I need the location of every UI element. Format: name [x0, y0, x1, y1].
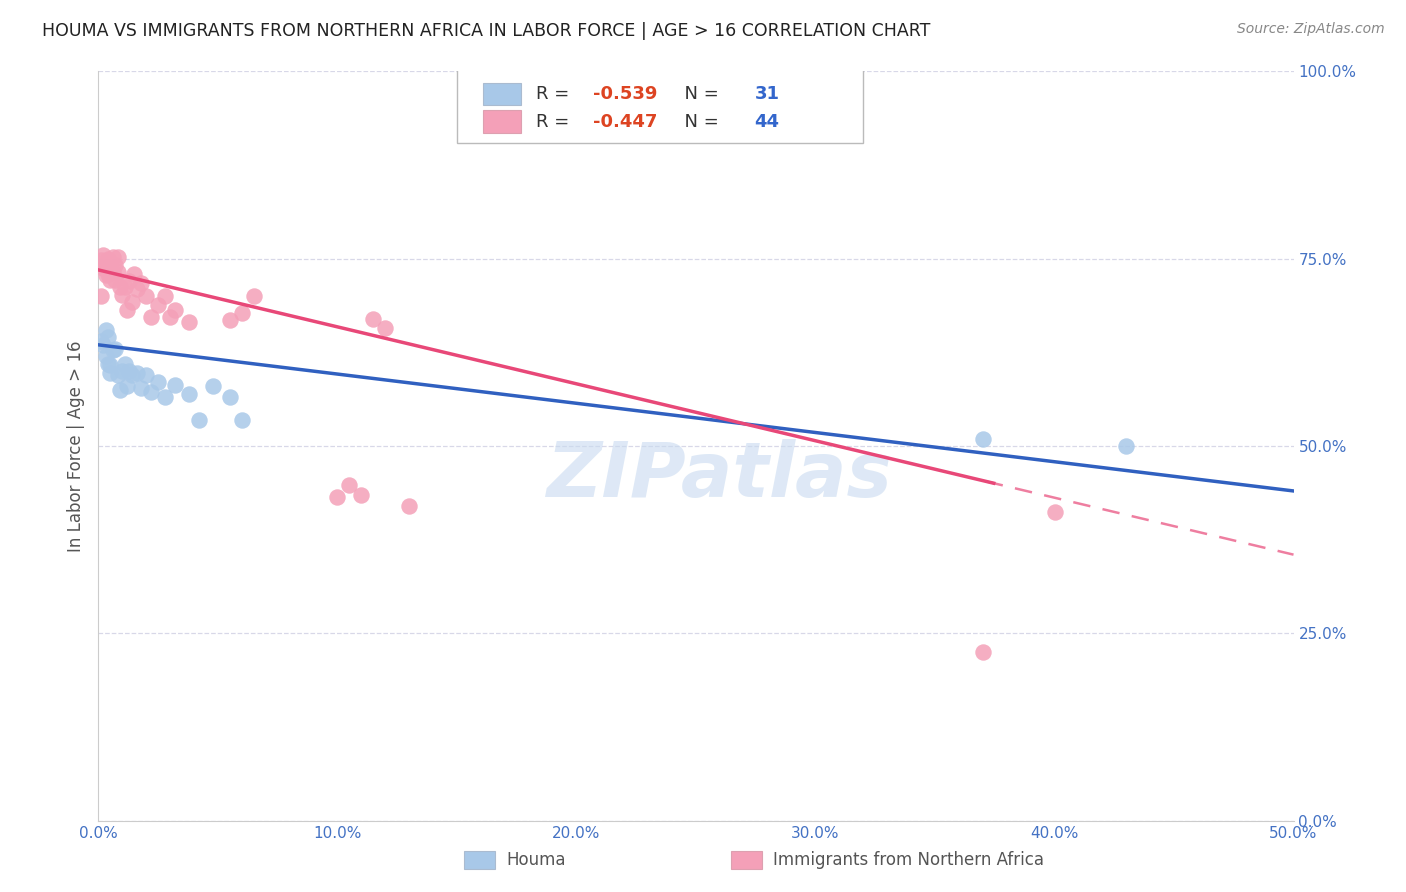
- Point: [115, 379, 138, 393]
- Point: [94, 258, 117, 272]
- Text: Source: ZipAtlas.com: Source: ZipAtlas.com: [1237, 22, 1385, 37]
- FancyBboxPatch shape: [484, 83, 522, 105]
- Point: [139, 310, 162, 325]
- Point: [148, 376, 170, 390]
- Point: [104, 258, 127, 272]
- Text: R =: R =: [536, 85, 575, 103]
- Point: [972, 432, 994, 446]
- Point: [97, 330, 120, 344]
- Point: [187, 413, 209, 427]
- Point: [118, 364, 141, 378]
- Text: ZIPatlas: ZIPatlas: [547, 439, 893, 513]
- Point: [363, 311, 385, 326]
- FancyBboxPatch shape: [464, 851, 495, 869]
- Point: [202, 379, 225, 393]
- Point: [179, 386, 201, 401]
- Point: [135, 289, 157, 303]
- Text: N =: N =: [673, 85, 724, 103]
- Point: [90, 253, 112, 268]
- Point: [98, 273, 122, 287]
- Point: [163, 377, 186, 392]
- Point: [114, 280, 136, 294]
- Point: [1115, 439, 1137, 453]
- Point: [107, 368, 129, 382]
- Point: [231, 305, 253, 319]
- Point: [97, 267, 120, 281]
- Point: [125, 366, 148, 380]
- Point: [231, 413, 253, 427]
- Point: [94, 349, 117, 363]
- Point: [374, 320, 396, 334]
- Point: [131, 380, 153, 394]
- Point: [148, 298, 170, 312]
- Point: [155, 289, 177, 303]
- Text: N =: N =: [673, 112, 724, 130]
- Point: [121, 368, 143, 382]
- Point: [219, 390, 242, 404]
- Point: [94, 259, 117, 273]
- Point: [118, 274, 141, 288]
- Point: [90, 334, 112, 348]
- Point: [124, 267, 146, 281]
- Text: Immigrants from Northern Africa: Immigrants from Northern Africa: [773, 851, 1045, 869]
- Point: [94, 268, 117, 282]
- Point: [101, 343, 124, 357]
- FancyBboxPatch shape: [457, 56, 863, 143]
- Point: [101, 265, 124, 279]
- Point: [339, 478, 361, 492]
- Point: [97, 357, 120, 371]
- Point: [111, 364, 134, 378]
- Point: [155, 390, 177, 404]
- Point: [98, 366, 122, 380]
- Text: 44: 44: [755, 112, 779, 130]
- Point: [107, 265, 129, 279]
- Point: [114, 357, 136, 371]
- Point: [163, 302, 186, 317]
- Point: [104, 273, 127, 287]
- Point: [139, 385, 162, 400]
- Point: [121, 295, 143, 310]
- Point: [91, 248, 114, 262]
- Point: [90, 289, 112, 303]
- Point: [159, 310, 181, 325]
- Y-axis label: In Labor Force | Age > 16: In Labor Force | Age > 16: [66, 340, 84, 552]
- Point: [1043, 505, 1066, 519]
- Point: [243, 289, 266, 303]
- Point: [104, 342, 127, 356]
- FancyBboxPatch shape: [731, 851, 762, 869]
- Point: [125, 282, 148, 296]
- Text: 31: 31: [755, 85, 779, 103]
- Text: HOUMA VS IMMIGRANTS FROM NORTHERN AFRICA IN LABOR FORCE | AGE > 16 CORRELATION C: HOUMA VS IMMIGRANTS FROM NORTHERN AFRICA…: [42, 22, 931, 40]
- Point: [219, 313, 242, 327]
- Point: [94, 323, 117, 337]
- Point: [97, 252, 120, 266]
- Point: [98, 255, 122, 269]
- Point: [398, 499, 420, 513]
- Point: [115, 302, 138, 317]
- Point: [107, 250, 129, 264]
- Point: [179, 315, 201, 329]
- Text: R =: R =: [536, 112, 575, 130]
- Point: [108, 280, 131, 294]
- Text: -0.539: -0.539: [593, 85, 658, 103]
- Point: [131, 276, 153, 290]
- Point: [91, 338, 114, 352]
- Point: [111, 287, 134, 301]
- Point: [326, 490, 349, 504]
- Point: [101, 250, 124, 264]
- Text: -0.447: -0.447: [593, 112, 658, 130]
- Text: Houma: Houma: [506, 851, 565, 869]
- Point: [972, 645, 994, 659]
- Point: [135, 368, 157, 382]
- Point: [108, 383, 131, 397]
- Point: [91, 260, 114, 275]
- FancyBboxPatch shape: [484, 111, 522, 133]
- Point: [350, 488, 373, 502]
- Point: [98, 358, 122, 372]
